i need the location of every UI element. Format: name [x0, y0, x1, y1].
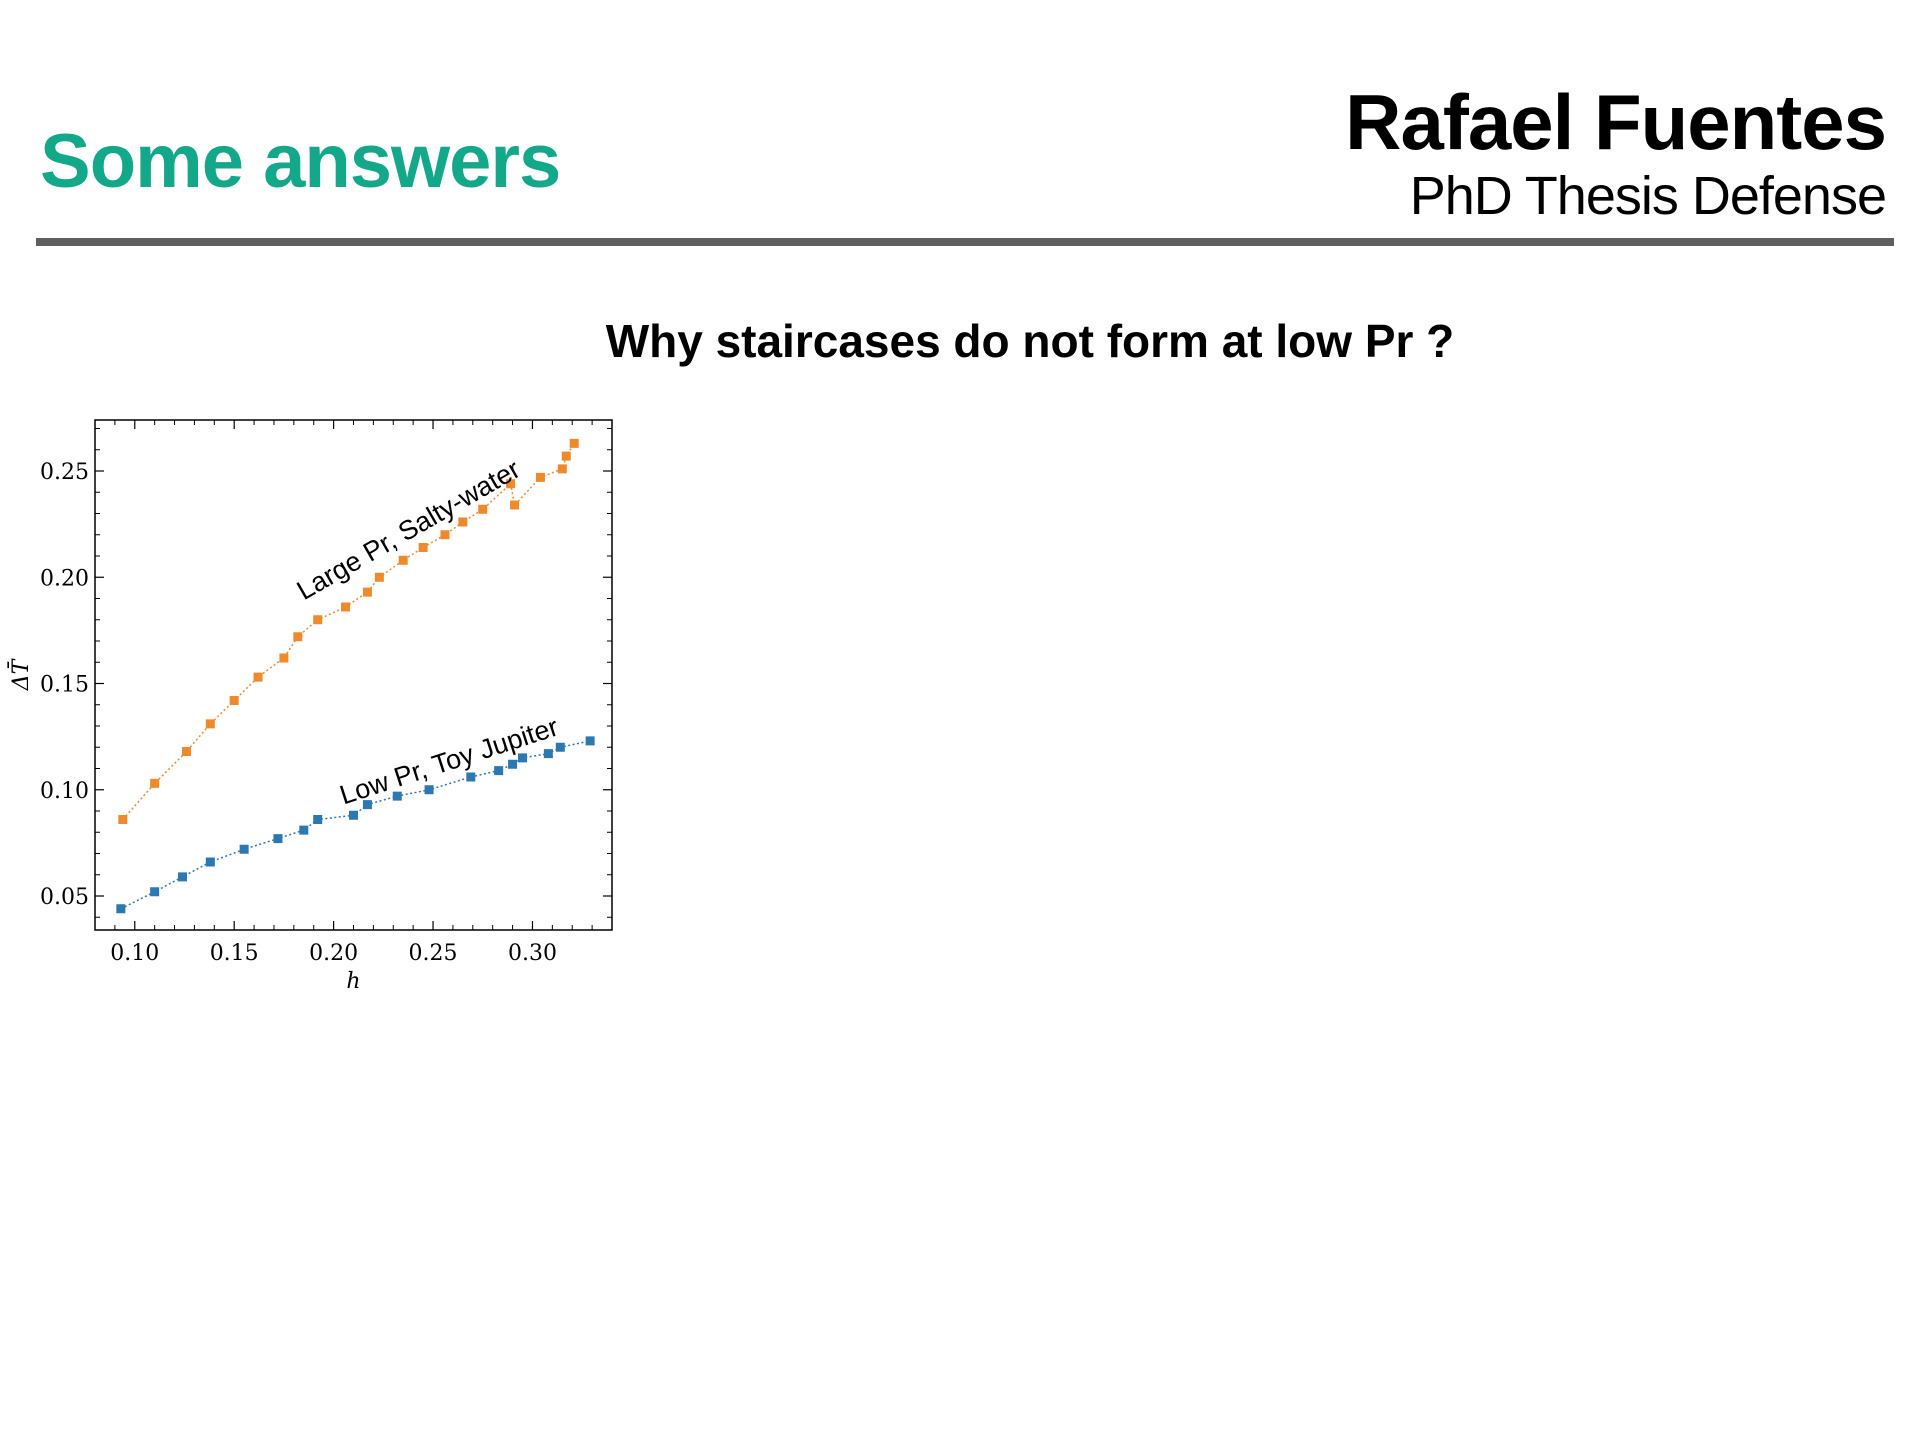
axis-ticks: 0.10 0.15 0.20 0.25 0.30 0.05 0.10 0.15 0.20 0.25: [40, 420, 613, 966]
series-1-point: [458, 517, 468, 527]
series-2-point: [494, 766, 504, 776]
slide-title: Some answers: [40, 119, 561, 204]
series-2-point: [392, 791, 402, 801]
x-axis-label: h: [346, 969, 360, 994]
series-1-point: [205, 719, 215, 729]
series-2-point: [518, 753, 528, 763]
y-tick-label: 0.05: [40, 885, 89, 910]
series-2-point: [177, 872, 187, 882]
series-2-point: [273, 834, 283, 844]
series-1-point: [398, 555, 408, 565]
series-1-point: [440, 530, 450, 540]
series-2-point: [205, 857, 215, 867]
y-axis-label: ΔT̄: [7, 657, 34, 691]
series-2-point: [116, 904, 126, 914]
series-2-point: [349, 810, 358, 820]
series-1-point: [279, 653, 289, 663]
x-tick-label: 0.10: [110, 941, 159, 966]
series-1-point: [506, 479, 516, 489]
series-2-point: [362, 800, 372, 810]
author-block: Rafael Fuentes PhD Thesis Defense: [1345, 78, 1887, 226]
series-2-point: [424, 785, 434, 795]
y-tick-label: 0.25: [40, 460, 89, 485]
series-1-point: [341, 602, 351, 612]
series-2-point: [508, 759, 518, 769]
series-1-point: [557, 464, 567, 474]
series-2-point: [585, 736, 595, 746]
y-tick-label: 0.15: [40, 673, 89, 698]
series-1-point: [362, 587, 372, 597]
chart-series: [116, 438, 595, 914]
x-tick-label: 0.30: [508, 941, 557, 966]
series-1-point: [229, 696, 239, 705]
series-1-point: [374, 572, 384, 582]
series-2-point: [313, 815, 323, 824]
series-2-point: [239, 844, 249, 854]
author-name: Rafael Fuentes: [1345, 78, 1887, 166]
x-tick-label: 0.15: [210, 941, 259, 966]
x-tick-label: 0.25: [409, 941, 458, 966]
series-2-point: [543, 749, 553, 759]
series-1-point: [478, 504, 488, 514]
series-1-point: [118, 815, 128, 824]
series-2-point: [466, 772, 476, 782]
series-2-point: [555, 742, 565, 752]
series-2-point: [299, 825, 309, 835]
series-1-point: [253, 672, 263, 682]
presentation-subtitle: PhD Thesis Defense: [1409, 166, 1887, 226]
series-2-point: [150, 887, 160, 897]
x-tick-label: 0.20: [309, 941, 358, 966]
plot-frame: [94, 419, 613, 931]
y-tick-label: 0.10: [40, 779, 89, 804]
series-1-point: [569, 438, 579, 448]
series-annotation-2: Low Pr, Toy Jupiter: [336, 711, 562, 810]
series-1-point: [313, 615, 323, 625]
axis-labels: h ΔT̄: [7, 657, 361, 994]
series-1-point: [535, 472, 545, 482]
series-line-1: [122, 443, 575, 820]
series-line-2: [120, 740, 591, 910]
series-1-point: [293, 632, 303, 642]
y-tick-label: 0.20: [40, 566, 89, 591]
header-divider: [36, 238, 1894, 246]
series-1-point: [150, 778, 160, 788]
series-1-point: [561, 451, 571, 461]
series-annotation-1: Large Pr, Salty-water: [292, 454, 525, 606]
series-1-point: [418, 543, 428, 552]
series-1-point: [510, 500, 520, 510]
series-1-point: [181, 747, 191, 756]
slide-question: Why staircases do not form at low Pr ?: [605, 315, 1455, 367]
